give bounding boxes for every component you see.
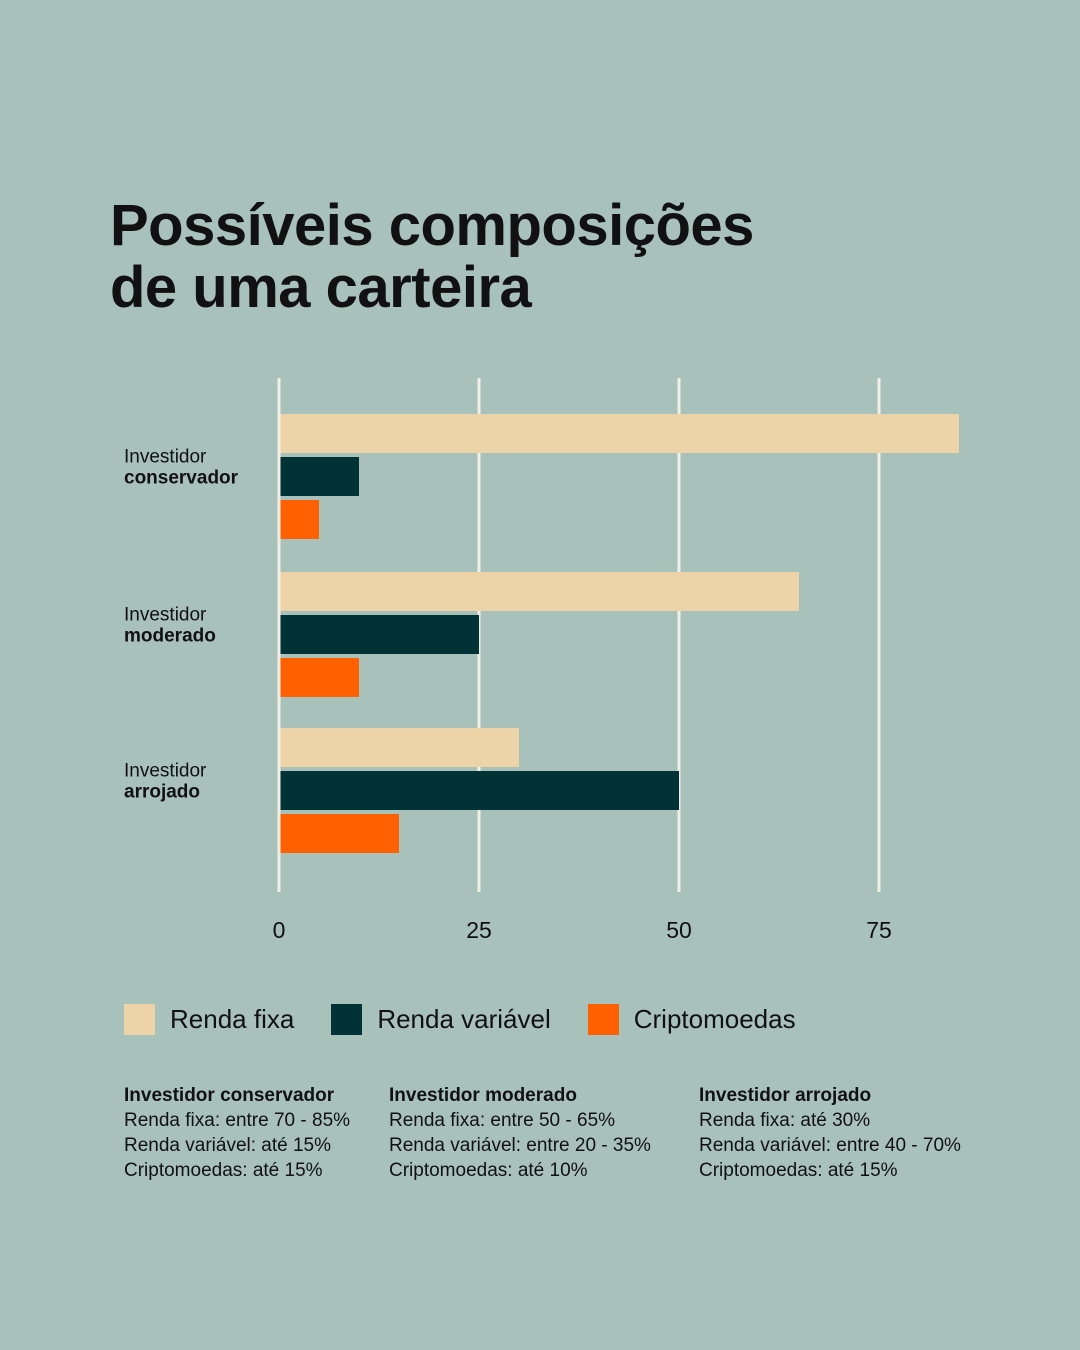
bar-renda-variavel-arrojado: [280, 771, 679, 810]
legend-swatch-renda-fixa: [124, 1004, 155, 1035]
bar-renda-fixa-arrojado: [280, 728, 519, 767]
chart-title: Possíveis composições de uma carteira: [110, 195, 970, 319]
chart-legend: Renda fixa Renda variável Criptomoedas: [124, 1004, 833, 1035]
note-line: Criptomoedas: até 10%: [389, 1160, 588, 1181]
category-label-line-2: conservador: [124, 468, 239, 489]
legend-item-renda-variavel: Renda variável: [331, 1004, 551, 1035]
note-line: Renda fixa: entre 70 - 85%: [124, 1110, 351, 1131]
bar-chart: 0 25 50 75InvestidorconservadorInvestidormo…: [124, 378, 959, 943]
bar-renda-fixa-moderado: [280, 572, 799, 611]
x-tick-label-75: 75: [866, 917, 892, 943]
note-arrojado: Investidor arrojado Renda fixa: até 30% …: [699, 1083, 961, 1183]
note-line: Criptomoedas: até 15%: [124, 1160, 323, 1181]
note-title: Investidor arrojado: [699, 1085, 872, 1106]
note-conservador: Investidor conservador Renda fixa: entre…: [124, 1083, 350, 1183]
note-line: Criptomoedas: até 15%: [699, 1160, 898, 1181]
category-label-line-2: arrojado: [124, 782, 200, 803]
legend-swatch-renda-variavel: [331, 1004, 363, 1035]
note-line: Renda fixa: entre 50 - 65%: [389, 1110, 616, 1131]
legend-label-criptomoedas: Criptomoedas: [633, 1004, 796, 1034]
note-line: Renda variável: até 15%: [124, 1135, 332, 1156]
x-tick-label-25: 25: [466, 917, 492, 943]
legend-item-renda-fixa: Renda fixa: [124, 1004, 294, 1035]
chart-title-line-2: de uma carteira: [110, 255, 532, 320]
bar-criptomoedas-conservador: [280, 500, 319, 539]
legend-label-renda-variavel: Renda variável: [377, 1004, 551, 1034]
note-moderado: Investidor moderado Renda fixa: entre 50…: [389, 1083, 651, 1183]
x-tick-label-0: 0: [273, 917, 286, 943]
note-title: Investidor moderado: [389, 1085, 577, 1106]
legend-item-criptomoedas: Criptomoedas: [587, 1004, 796, 1035]
bar-criptomoedas-moderado: [280, 658, 359, 697]
bar-criptomoedas-arrojado: [280, 814, 399, 853]
category-label-line-1: Investidor: [124, 447, 207, 468]
category-label-line-1: Investidor: [124, 761, 207, 782]
legend-label-renda-fixa: Renda fixa: [170, 1004, 295, 1034]
note-title: Investidor conservador: [124, 1085, 335, 1106]
note-line: Renda fixa: até 30%: [699, 1110, 871, 1131]
category-label-line-2: moderado: [124, 626, 216, 647]
category-label-line-1: Investidor: [124, 605, 207, 626]
note-line: Renda variável: entre 40 - 70%: [699, 1135, 961, 1156]
x-tick-label-50: 50: [666, 917, 692, 943]
legend-swatch-criptomoedas: [587, 1004, 619, 1035]
chart-title-line-1: Possíveis composições: [110, 193, 754, 258]
note-line: Renda variável: entre 20 - 35%: [389, 1135, 651, 1156]
bar-renda-fixa-conservador: [280, 414, 959, 453]
bar-renda-variavel-moderado: [280, 615, 479, 654]
bar-renda-variavel-conservador: [280, 457, 359, 496]
